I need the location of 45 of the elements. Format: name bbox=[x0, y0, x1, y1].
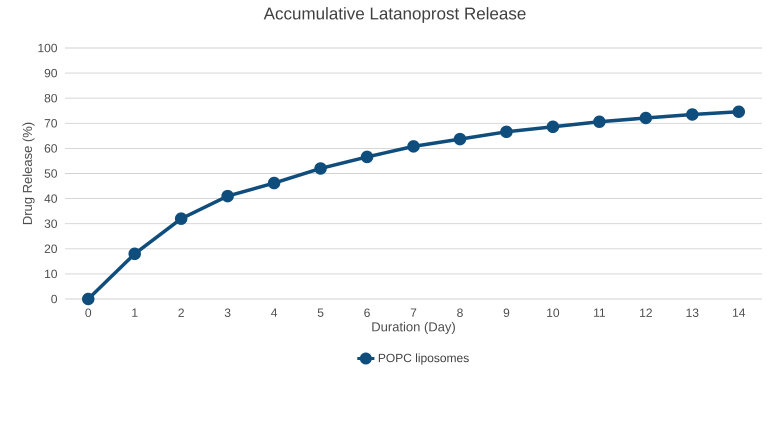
point bbox=[268, 176, 280, 190]
x-tick-label: 14 bbox=[733, 308, 746, 317]
x-tick-label: 0 bbox=[85, 308, 92, 318]
y-tick-label: 100 bbox=[38, 44, 58, 52]
y-tick-label: 0 bbox=[51, 294, 58, 304]
y-axis-title: Drug Release (%) bbox=[22, 122, 35, 224]
point bbox=[221, 190, 234, 202]
y-tick-label: 50 bbox=[44, 169, 58, 178]
point bbox=[174, 212, 188, 225]
x-tick-label: 11 bbox=[594, 308, 606, 317]
y-tick-label: 40 bbox=[44, 194, 58, 203]
point bbox=[640, 112, 652, 124]
point bbox=[732, 105, 746, 118]
point bbox=[82, 292, 94, 306]
x-tick-label: 1 bbox=[132, 308, 138, 317]
y-tick-label: 10 bbox=[45, 270, 58, 278]
point bbox=[593, 116, 606, 128]
x-tick-label: 12 bbox=[640, 308, 652, 317]
x-tick-label: 8 bbox=[457, 308, 463, 318]
x-axis-title: Duration (Day) bbox=[372, 322, 455, 334]
point bbox=[128, 248, 141, 260]
x-tick-label: 5 bbox=[318, 308, 324, 317]
x-tick-label: 13 bbox=[686, 308, 698, 318]
point bbox=[407, 140, 420, 153]
y-tick-label: 60 bbox=[44, 144, 58, 153]
x-tick-label: 3 bbox=[224, 308, 230, 318]
y-tick-label: 20 bbox=[44, 244, 58, 254]
x-tick-label: 7 bbox=[410, 308, 416, 317]
x-tick-label: 10 bbox=[547, 308, 560, 318]
point bbox=[314, 162, 327, 175]
x-tick-label: 4 bbox=[271, 308, 278, 317]
y-tick-label: 30 bbox=[44, 219, 58, 228]
chart-title: Accumulative Latanoprost Release bbox=[264, 7, 526, 23]
x-tick-label: 9 bbox=[504, 308, 510, 318]
point bbox=[546, 120, 560, 134]
legend-label: POPC liposomes bbox=[378, 353, 469, 365]
y-tick-label: 80 bbox=[44, 94, 58, 102]
point bbox=[360, 150, 374, 164]
x-tick-label: 2 bbox=[178, 308, 184, 317]
point bbox=[686, 108, 699, 121]
y-tick-label: 90 bbox=[44, 68, 58, 78]
point bbox=[500, 126, 513, 138]
x-tick-label: 6 bbox=[364, 308, 370, 318]
y-tick-label: 70 bbox=[44, 119, 58, 128]
point bbox=[454, 132, 466, 146]
